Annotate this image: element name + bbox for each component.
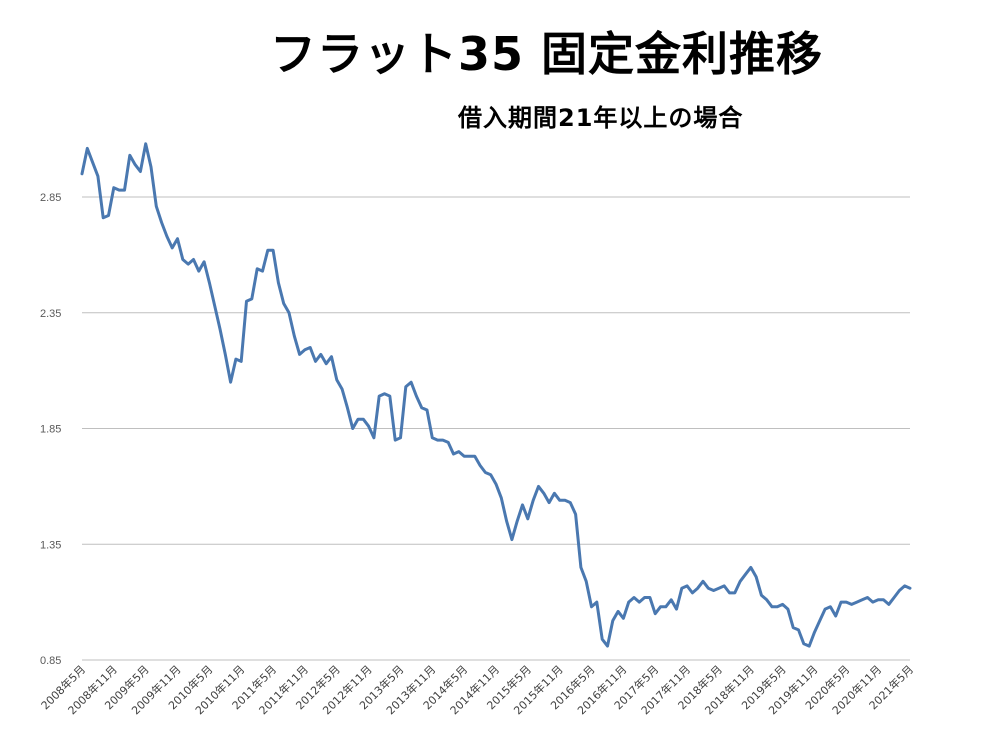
series-layer (80, 142, 912, 648)
y-tick-label: 2.85 (40, 192, 61, 204)
y-tick-label: 1.35 (40, 539, 61, 551)
chart-title: フラット35 固定金利推移 (270, 27, 824, 81)
y-tick-label: 0.85 (40, 655, 61, 667)
series-line-0 (80, 142, 912, 648)
y-tick-label: 2.35 (40, 308, 61, 320)
x-axis-ticks: 2008年5月2008年11月2009年5月2009年11月2010年5月201… (38, 662, 916, 717)
chart-subtitle: 借入期間21年以上の場合 (458, 104, 744, 132)
y-tick-label: 1.85 (40, 424, 61, 436)
y-axis-ticks: 0.85 1.35 1.85 2.35 2.85 (40, 192, 61, 667)
gridlines (82, 196, 910, 661)
